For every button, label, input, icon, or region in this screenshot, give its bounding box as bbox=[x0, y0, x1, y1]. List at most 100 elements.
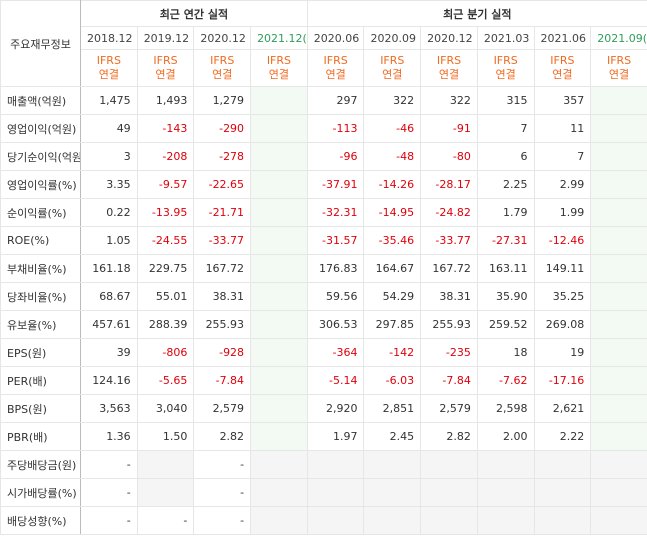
data-cell bbox=[590, 366, 647, 395]
data-cell: 3,563 bbox=[80, 394, 138, 423]
row-label: 유보율(%) bbox=[0, 310, 81, 339]
data-cell: 306.53 bbox=[306, 310, 365, 339]
header-row: 2018.122019.122020.122021.12(E)2020.0620… bbox=[1, 26, 647, 50]
data-cell: -14.26 bbox=[363, 170, 422, 199]
data-cell: 322 bbox=[420, 86, 478, 115]
basis-header: IFRS 연결 bbox=[193, 49, 252, 87]
data-cell bbox=[420, 450, 478, 479]
row-label: 부채비율(%) bbox=[0, 254, 81, 283]
basis-header: IFRS 연결 bbox=[590, 49, 647, 87]
data-cell: 297 bbox=[306, 86, 365, 115]
data-cell: -278 bbox=[193, 142, 252, 171]
data-cell: -364 bbox=[306, 338, 365, 367]
group-header: 최근 연간 실적 bbox=[80, 0, 308, 27]
data-row: 당좌비율(%) 68.67 55.01 38.31 59.56 54.29 38.31 35.… bbox=[0, 282, 647, 311]
corner-cell: 주요재무정보 bbox=[0, 0, 81, 87]
row-label: PBR(배) bbox=[0, 422, 81, 451]
data-cell bbox=[590, 506, 647, 535]
data-cell: 3 bbox=[80, 142, 138, 171]
data-cell: -928 bbox=[193, 338, 252, 367]
data-cell bbox=[590, 338, 647, 367]
data-cell: 6 bbox=[476, 142, 535, 171]
data-cell: -142 bbox=[363, 338, 422, 367]
data-cell: 288.39 bbox=[136, 310, 195, 339]
row-label: 당좌비율(%) bbox=[0, 282, 81, 311]
data-cell: -143 bbox=[136, 114, 195, 143]
data-cell: -31.57 bbox=[306, 226, 365, 255]
data-cell: 38.31 bbox=[193, 282, 252, 311]
data-cell bbox=[476, 450, 535, 479]
data-cell: 11 bbox=[533, 114, 592, 143]
data-cell bbox=[590, 198, 647, 227]
data-cell: -235 bbox=[420, 338, 478, 367]
period-header: 2018.12 bbox=[80, 26, 138, 50]
data-cell: -48 bbox=[363, 142, 422, 171]
data-cell bbox=[363, 506, 422, 535]
row-label: 영업이익(억원) bbox=[0, 114, 81, 143]
data-cell bbox=[590, 254, 647, 283]
data-cell: 255.93 bbox=[420, 310, 478, 339]
data-cell: -33.77 bbox=[193, 226, 252, 255]
data-cell: 2.99 bbox=[533, 170, 592, 199]
data-cell: -35.46 bbox=[363, 226, 422, 255]
group-header: 최근 분기 실적 bbox=[306, 0, 647, 27]
data-cell: 39 bbox=[80, 338, 138, 367]
data-cell: -113 bbox=[306, 114, 365, 143]
data-row: 매출액(억원) 1,475 1,493 1,279 297 322 322 315 357 bbox=[0, 86, 647, 115]
data-row: PER(배) 124.16 -5.65 -7.84 -5.14 -6.03 -7.84 -7.… bbox=[0, 366, 647, 395]
data-cell: 54.29 bbox=[363, 282, 422, 311]
data-cell: 49 bbox=[80, 114, 138, 143]
data-cell: -5.14 bbox=[306, 366, 365, 395]
data-cell bbox=[590, 310, 647, 339]
data-cell: -80 bbox=[420, 142, 478, 171]
period-header: 2020.12 bbox=[193, 26, 252, 50]
data-cell: 269.08 bbox=[533, 310, 592, 339]
data-cell bbox=[476, 478, 535, 507]
basis-header: IFRS 연결 bbox=[533, 49, 592, 87]
data-cell: 1,279 bbox=[193, 86, 252, 115]
data-row: ROE(%) 1.05 -24.55 -33.77 -31.57 -35.46 -33.77… bbox=[0, 226, 647, 255]
data-cell: - bbox=[193, 478, 252, 507]
data-cell bbox=[250, 86, 308, 115]
data-cell: -24.82 bbox=[420, 198, 478, 227]
data-cell bbox=[590, 142, 647, 171]
data-cell: 297.85 bbox=[363, 310, 422, 339]
data-cell: -22.65 bbox=[193, 170, 252, 199]
data-cell: -9.57 bbox=[136, 170, 195, 199]
data-cell: -7.84 bbox=[193, 366, 252, 395]
data-cell: -5.65 bbox=[136, 366, 195, 395]
data-cell bbox=[420, 506, 478, 535]
data-cell: 1,493 bbox=[136, 86, 195, 115]
data-cell bbox=[363, 450, 422, 479]
data-cell: 1,475 bbox=[80, 86, 138, 115]
data-cell: -28.17 bbox=[420, 170, 478, 199]
data-cell: -37.91 bbox=[306, 170, 365, 199]
data-cell: 2.82 bbox=[420, 422, 478, 451]
basis-header: IFRS 연결 bbox=[250, 49, 308, 87]
data-cell: 2.22 bbox=[533, 422, 592, 451]
data-row: 순이익률(%) 0.22 -13.95 -21.71 -32.31 -14.95 -24.8… bbox=[0, 198, 647, 227]
data-cell: 35.90 bbox=[476, 282, 535, 311]
basis-header: IFRS 연결 bbox=[476, 49, 535, 87]
data-row: 영업이익(억원) 49 -143 -290 -113 -46 -91 7 11 bbox=[0, 114, 647, 143]
data-cell bbox=[250, 198, 308, 227]
data-row: EPS(원) 39 -806 -928 -364 -142 -235 18 19 bbox=[0, 338, 647, 367]
data-cell bbox=[250, 394, 308, 423]
data-cell: 315 bbox=[476, 86, 535, 115]
data-cell: 1.97 bbox=[306, 422, 365, 451]
data-cell: - bbox=[193, 450, 252, 479]
data-cell: 68.67 bbox=[80, 282, 138, 311]
data-cell: 1.50 bbox=[136, 422, 195, 451]
data-row: 주당배당금(원) - - bbox=[0, 450, 647, 479]
data-cell: -46 bbox=[363, 114, 422, 143]
data-cell: 2,851 bbox=[363, 394, 422, 423]
data-cell bbox=[590, 226, 647, 255]
data-cell bbox=[250, 254, 308, 283]
data-cell bbox=[533, 506, 592, 535]
data-cell bbox=[306, 450, 365, 479]
row-label: 매출액(억원) bbox=[0, 86, 81, 115]
data-cell bbox=[250, 142, 308, 171]
data-cell bbox=[250, 506, 308, 535]
data-cell: - bbox=[193, 506, 252, 535]
